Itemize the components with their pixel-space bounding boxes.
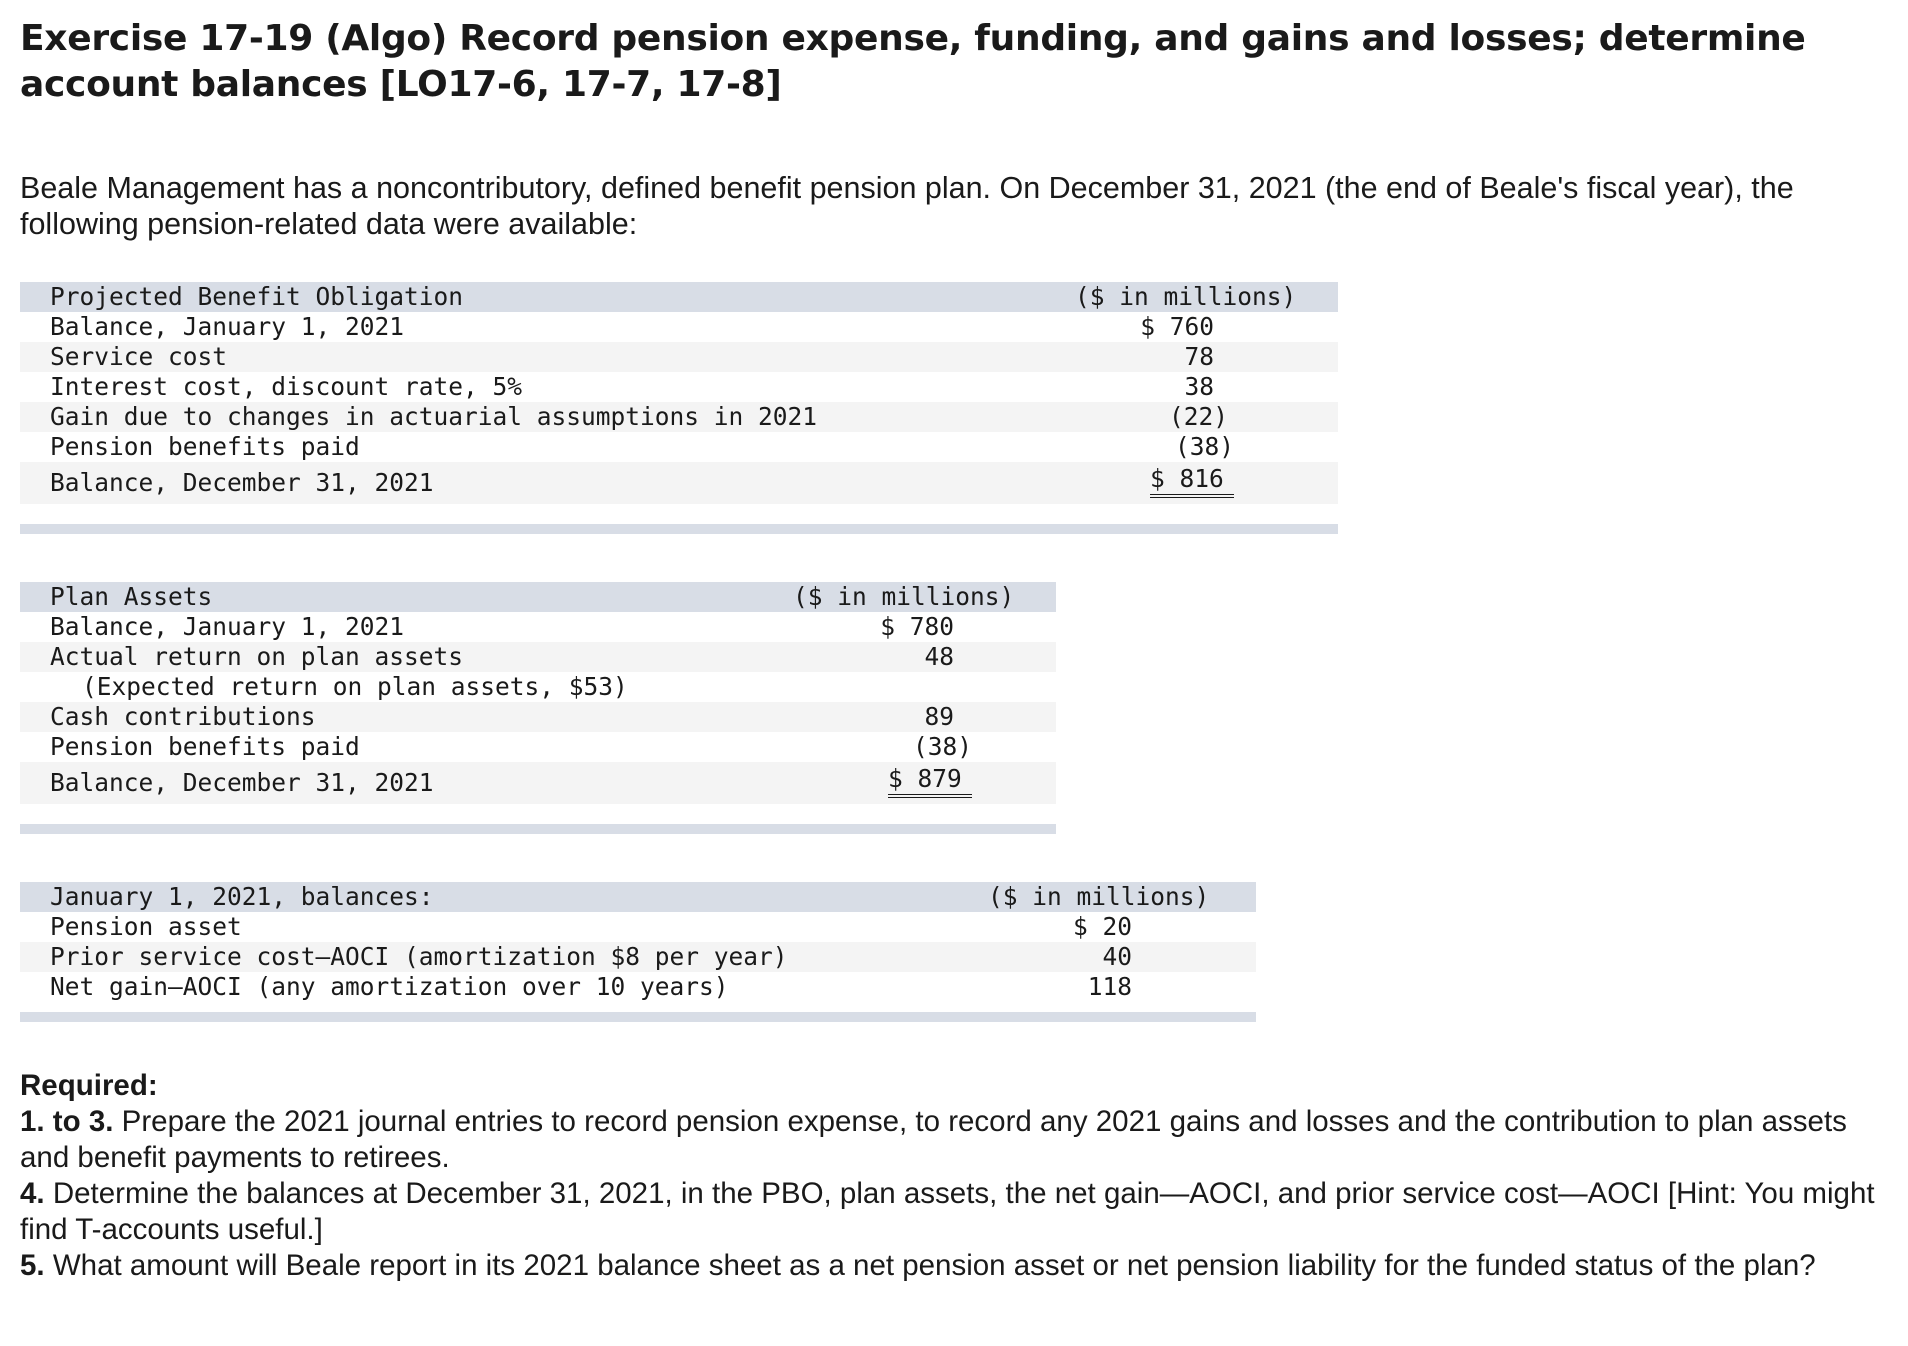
plan-assets-table: Plan Assets ($ in millions) Balance, Jan… xyxy=(20,582,1056,834)
balances-unit: ($ in millions) xyxy=(988,882,1210,911)
table-row: Interest cost, discount rate, 5% 38 xyxy=(50,372,1214,401)
table-footer-bar xyxy=(20,824,1056,834)
plan-assets-header: Plan Assets xyxy=(50,582,213,611)
table-row: Gain due to changes in actuarial assumpt… xyxy=(20,402,1338,432)
pbo-header: Projected Benefit Obligation xyxy=(50,282,464,311)
table-row: Pension asset $ 20 xyxy=(50,912,1132,941)
required-heading: Required: xyxy=(20,1069,158,1102)
balances-header: January 1, 2021, balances: xyxy=(50,882,434,911)
table-footer-bar xyxy=(20,524,1338,534)
plan-assets-header-row: Plan Assets ($ in millions) xyxy=(20,582,1056,612)
table-row: Service cost 78 xyxy=(20,342,1338,372)
table-row: (Expected return on plan assets, $53) xyxy=(82,672,628,701)
required-item: 4. Determine the balances at December 31… xyxy=(20,1177,1875,1246)
table-row: Actual return on plan assets 48 xyxy=(20,642,1056,672)
table-row: Net gain—AOCI (any amortization over 10 … xyxy=(50,972,1132,1001)
table-row: Pension benefits paid (38) xyxy=(50,432,1234,463)
table-row: Prior service cost—AOCI (amortization $8… xyxy=(20,942,1256,972)
table-footer-bar xyxy=(20,1012,1256,1022)
table-row: Balance, December 31, 2021 $ 816 xyxy=(20,462,1338,504)
required-item: 1. to 3. Prepare the 2021 journal entrie… xyxy=(20,1105,1847,1174)
pbo-table: Projected Benefit Obligation ($ in milli… xyxy=(20,282,1338,534)
required-item: 5. What amount will Beale report in its … xyxy=(20,1249,1816,1282)
table-row: Balance, January 1, 2021 $ 780 xyxy=(50,612,954,641)
table-row: Pension benefits paid (38) xyxy=(50,732,972,763)
balances-header-row: January 1, 2021, balances: ($ in million… xyxy=(20,882,1256,912)
table-row: Balance, December 31, 2021 $ 879 xyxy=(20,762,1056,804)
plan-assets-unit: ($ in millions) xyxy=(793,582,1015,611)
pbo-header-row: Projected Benefit Obligation ($ in milli… xyxy=(20,282,1338,312)
exercise-title: Exercise 17-19 (Algo) Record pension exp… xyxy=(20,18,1806,105)
table-row: Balance, January 1, 2021 $ 760 xyxy=(50,312,1214,341)
intro-paragraph: Beale Management has a noncontributory, … xyxy=(20,171,1794,241)
january-balances-table: January 1, 2021, balances: ($ in million… xyxy=(20,882,1256,1022)
required-section: Required: 1. to 3. Prepare the 2021 jour… xyxy=(20,1068,1890,1284)
table-row: Cash contributions 89 xyxy=(20,702,1056,732)
pbo-unit: ($ in millions) xyxy=(1075,282,1297,311)
